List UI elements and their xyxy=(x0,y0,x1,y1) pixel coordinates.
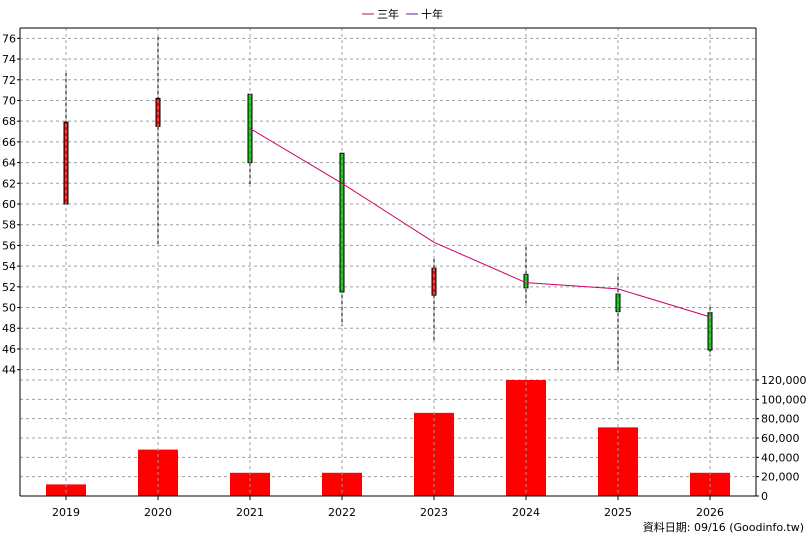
price-tick-label: 52 xyxy=(2,281,16,294)
x-tick-label: 2020 xyxy=(144,506,172,519)
price-tick-label: 46 xyxy=(2,343,16,356)
x-tick-label: 2019 xyxy=(52,506,80,519)
price-tick-label: 62 xyxy=(2,177,16,190)
x-tick-label: 2021 xyxy=(236,506,264,519)
price-tick-label: 44 xyxy=(2,364,16,377)
price-tick-label: 68 xyxy=(2,115,16,128)
legend: 三年 十年 xyxy=(362,7,443,21)
volume-tick-label: 0 xyxy=(761,490,768,503)
x-tick-label: 2023 xyxy=(420,506,448,519)
data-date-footer: 資料日期: 09/16 (Goodinfo.tw) xyxy=(643,520,804,534)
price-panel: 44 46 48 50 52 54 56 58 60 62 64 66 68 70 72 74 76 xyxy=(2,32,756,377)
volume-tick-label: 80,000 xyxy=(761,413,800,426)
price-tick-label: 56 xyxy=(2,239,16,252)
x-axis: 2019 2020 2021 2022 2023 2024 2025 2026 xyxy=(19,27,757,519)
price-tick-label: 72 xyxy=(2,74,16,87)
price-tick-label: 50 xyxy=(2,302,16,315)
volume-tick-label: 60,000 xyxy=(761,432,800,445)
x-tick-label: 2024 xyxy=(512,506,540,519)
three-year-line xyxy=(249,127,711,318)
price-tick-label: 54 xyxy=(2,260,16,273)
volume-tick-label: 100,000 xyxy=(761,393,807,406)
price-tick-label: 66 xyxy=(2,136,16,149)
x-tick-label: 2022 xyxy=(328,506,356,519)
price-tick-label: 70 xyxy=(2,94,16,107)
price-tick-label: 48 xyxy=(2,322,16,335)
price-tick-label: 74 xyxy=(2,53,16,66)
x-tick-label: 2026 xyxy=(696,506,724,519)
legend-label-three-year: 三年 xyxy=(377,7,399,21)
candle-body xyxy=(615,293,621,313)
legend-label-ten-year: 十年 xyxy=(421,7,443,21)
price-tick-label: 58 xyxy=(2,219,16,232)
price-tick-label: 60 xyxy=(2,198,16,211)
x-tick-label: 2025 xyxy=(604,506,632,519)
volume-tick-label: 20,000 xyxy=(761,471,800,484)
volume-panel: 0 20,000 40,000 60,000 80,000 100,000 120,000 xyxy=(20,374,807,503)
price-tick-label: 76 xyxy=(2,32,16,45)
price-tick-label: 64 xyxy=(2,157,16,170)
volume-tick-label: 120,000 xyxy=(761,374,807,387)
volume-tick-label: 40,000 xyxy=(761,451,800,464)
